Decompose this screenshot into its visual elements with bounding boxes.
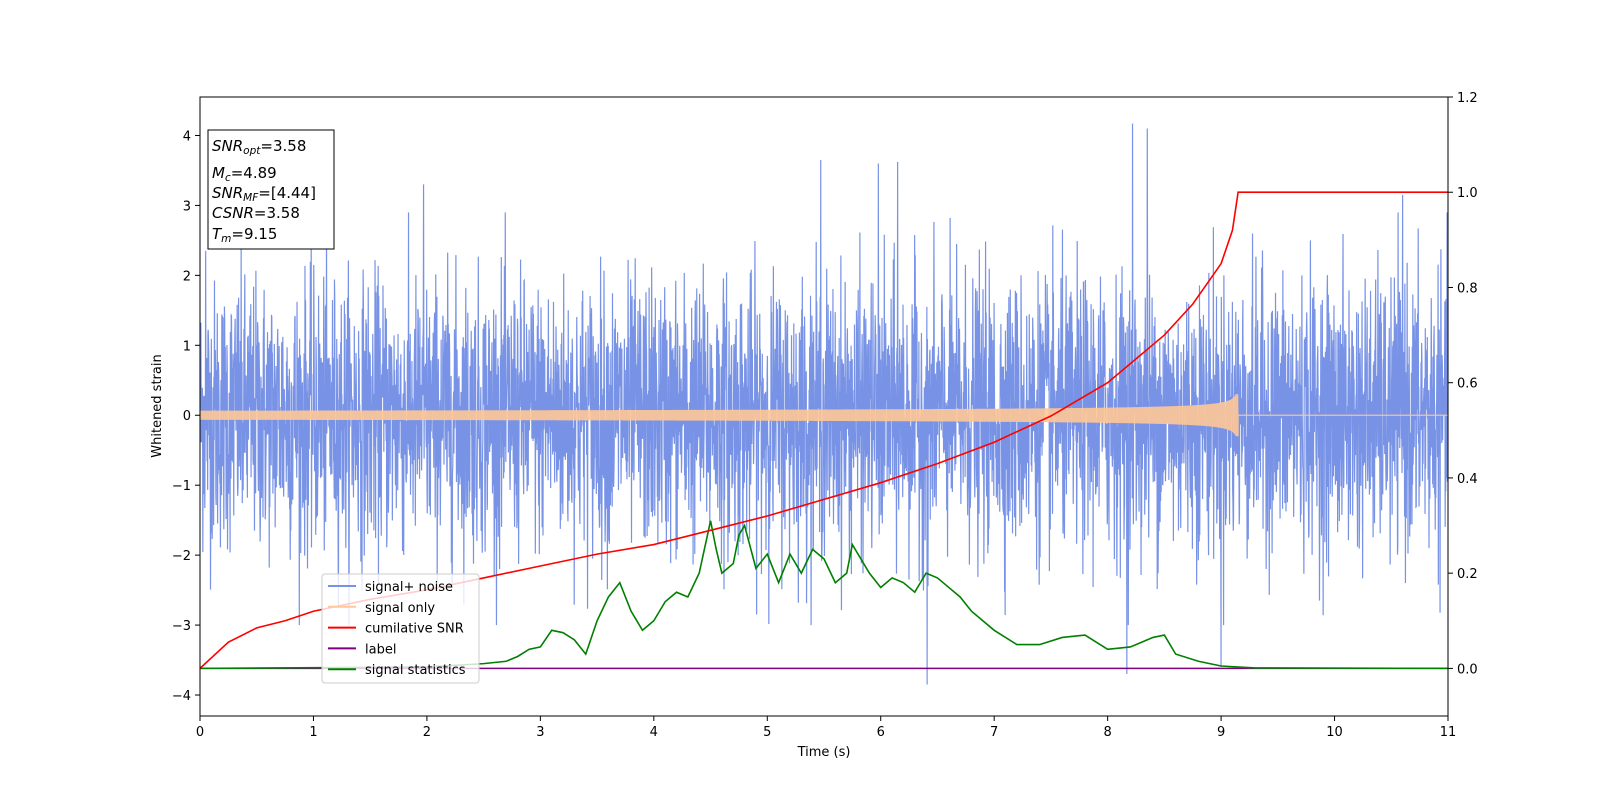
plot-frame (199, 96, 1449, 717)
legend: signal+ noise signal only cumilative SNR la… (321, 573, 480, 684)
x-tick-label: 8 (1103, 725, 1111, 740)
annotation-line: SNRMF=[4.44] (212, 184, 316, 204)
annotation-line: CSNR=3.58 (212, 204, 300, 222)
x-tick-label: 10 (1326, 725, 1343, 740)
annotation-line: Mc=4.89 (212, 164, 277, 184)
y-right-tick-label: 0.4 (1457, 472, 1478, 487)
annotation-line: Tm=9.15 (212, 225, 277, 245)
series-signal-noise-line (200, 123, 1448, 685)
plot-marks (200, 123, 1448, 685)
legend-frame (321, 573, 480, 684)
x-tick-label: 1 (309, 725, 317, 740)
y-left-tick-label: 2 (183, 269, 191, 284)
y-left-tick-label: −4 (172, 689, 191, 704)
y-right-tick-label: 1.2 (1457, 91, 1478, 106)
y-right-tick-label: 0.8 (1457, 281, 1478, 296)
annotation-frame (207, 129, 335, 250)
x-tick-label: 6 (877, 725, 885, 740)
y-left-tick-label: 1 (183, 339, 191, 354)
y-right-tick-label: 1.0 (1457, 186, 1478, 201)
axes: 0 1 2 3 4 5 6 7 8 9 10 11 −4 −3 −2 −1 0 1 2 3 4 0.0 0.2 0.4 0.6 0… (172, 91, 1478, 740)
y-axis-label: Whitened strain (150, 354, 165, 457)
legend-label: signal+ noise (365, 580, 453, 595)
legend-label: label (365, 642, 396, 657)
x-tick-label: 3 (536, 725, 544, 740)
x-tick-label: 2 (423, 725, 431, 740)
y-right-tick-label: 0.6 (1457, 377, 1478, 392)
x-tick-label: 0 (196, 725, 204, 740)
x-axis-label: Time (s) (797, 745, 851, 760)
y-right-tick-label: 0.0 (1457, 662, 1478, 677)
x-tick-label: 11 (1440, 725, 1457, 740)
x-tick-label: 7 (990, 725, 998, 740)
series-signal-statistics-line (200, 520, 1448, 670)
series-cumilative-snr-line (200, 191, 1448, 669)
y-left-tick-label: −1 (172, 479, 191, 494)
y-left-tick-label: −3 (172, 619, 191, 634)
legend-label: signal statistics (365, 663, 466, 678)
y-left-tick-label: 3 (183, 199, 191, 214)
x-tick-label: 4 (650, 725, 658, 740)
legend-label: signal only (365, 601, 435, 616)
x-tick-label: 5 (763, 725, 771, 740)
y-left-tick-label: −2 (172, 549, 191, 564)
legend-label: cumilative SNR (365, 622, 464, 637)
annotation-line: SNRopt=3.58 (212, 137, 306, 157)
y-left-tick-label: 0 (183, 409, 191, 424)
x-tick-label: 9 (1217, 725, 1225, 740)
y-right-tick-label: 0.2 (1457, 567, 1478, 582)
y-left-tick-label: 4 (183, 129, 191, 144)
series-signal-only-line (200, 394, 1448, 437)
